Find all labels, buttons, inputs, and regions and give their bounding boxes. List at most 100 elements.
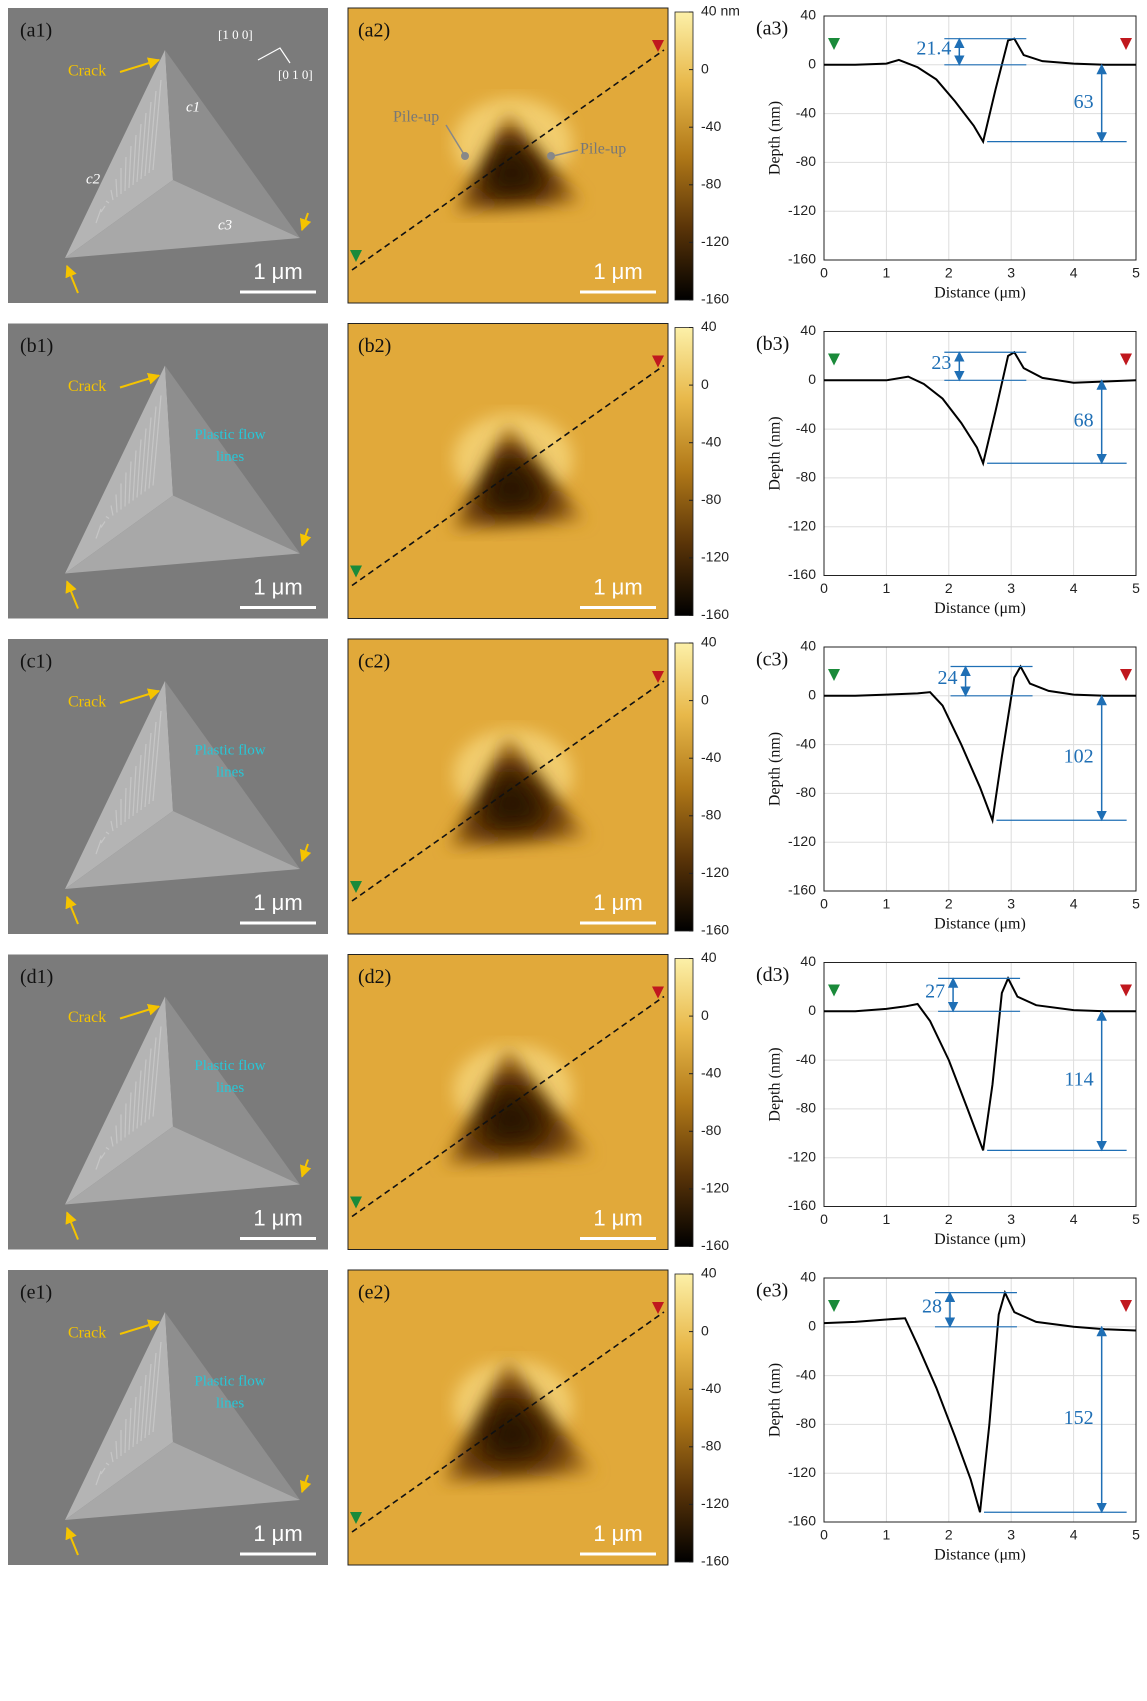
texture [110,1136,114,1147]
indent-face [65,1442,300,1520]
y-axis-label: Depth (nm) [767,1047,784,1121]
panel-label: (d1) [20,966,53,988]
arrow [119,57,161,73]
pile-up-label: Pile-up [580,141,626,158]
scale-bar-label: 1 μm [253,1205,302,1230]
x-tick-label: 4 [1070,580,1078,596]
y-tick-label: -160 [788,882,816,898]
texture [110,820,114,832]
x-tick-label: 3 [1007,1527,1015,1543]
y-tick-label: -80 [796,784,816,800]
marker-triangle [828,38,840,50]
colorbar-tick-label: -40 [701,1380,721,1396]
texture [136,754,142,814]
texture [148,1037,157,1120]
marker-triangle [350,1512,362,1524]
texture [132,450,137,501]
colorbar-tick-label: -160 [701,291,729,307]
texture [148,721,157,805]
pile-up-value: 28 [922,1295,942,1317]
marker-triangle [350,565,362,578]
texture [140,1059,147,1126]
edge-label: c3 [218,217,232,233]
y-tick-label: 40 [800,638,816,654]
marker-triangle [1120,353,1132,366]
crack-label: Crack [68,694,106,711]
arrow [65,895,79,925]
y-tick-label: -120 [788,517,816,533]
y-tick-label: -160 [788,251,816,267]
panel-label: (d3) [756,964,789,986]
marker-triangle [350,881,362,893]
x-tick-label: 0 [820,580,828,596]
colorbar-tick-label: 40 [701,1265,717,1281]
x-tick-label: 2 [945,1527,953,1543]
y-axis-label: Depth (nm) [767,732,784,806]
texture [124,156,127,192]
y-tick-label: -120 [788,833,816,849]
colorbar-tick-label: -80 [701,176,721,192]
crack-label: Crack [68,378,106,395]
indent-pit [488,1079,543,1140]
texture [144,1048,152,1123]
texture [140,112,147,180]
indent-face [65,811,300,889]
texture [128,776,132,820]
flow-label: lines [216,1395,244,1411]
pointer [552,149,579,157]
y-tick-label: 0 [808,1318,816,1334]
pile-up-value: 24 [938,667,958,689]
texture [100,1467,106,1475]
x-axis-label: Distance (μm) [934,285,1026,302]
panel-label: (e2) [358,1282,390,1304]
flow-label: Plastic flow [194,1373,265,1389]
plot-frame [823,646,1137,892]
plot-frame [823,331,1137,576]
y-tick-label: 0 [808,687,816,703]
marker-triangle [828,353,840,366]
y-tick-label: 40 [800,322,816,338]
colorbar-tick-label: -120 [701,233,729,249]
y-tick-label: -160 [788,1197,816,1213]
texture [144,101,152,177]
x-tick-label: 0 [820,265,828,281]
texture [95,208,102,224]
edge-label: c2 [86,171,101,187]
plot-frame [823,1277,1137,1523]
y-tick-label: -120 [788,202,816,218]
colorbar-tick-label: 40 [701,318,717,334]
texture [105,1147,110,1150]
x-tick-label: 3 [1007,1211,1015,1227]
y-tick-label: -80 [796,153,816,169]
pointer [445,124,466,157]
texture [124,1418,127,1454]
texture [105,200,110,204]
panel-label: (c2) [358,651,390,673]
indent-face [65,681,173,889]
colorbar [674,11,694,301]
colorbar-tick-label: -80 [701,491,721,507]
texture [124,1103,127,1138]
pile-up-label: Pile-up [393,109,439,126]
colorbar-tick-label: -120 [701,549,729,565]
x-axis-label: Distance (μm) [934,916,1026,933]
flow-label: lines [216,764,244,780]
marker-triangle [828,1300,840,1312]
x-tick-label: 4 [1070,1211,1078,1227]
depth-value: 152 [1064,1407,1094,1429]
marker-triangle [652,40,664,52]
texture [152,710,162,802]
panel-label: (a1) [20,20,52,42]
x-tick-label: 4 [1070,896,1078,912]
depth-profile [823,1289,1137,1513]
panel-label: (d2) [358,966,391,988]
texture [148,1352,157,1436]
colorbar-tick-label: 40 [701,949,717,965]
texture [132,1081,137,1132]
y-tick-label: 40 [800,7,816,23]
depth-profile [824,664,1136,825]
x-tick-label: 4 [1070,1527,1078,1543]
depth-value: 68 [1074,409,1094,431]
pile-up-value: 21.4 [916,37,951,59]
arrow [119,688,161,704]
